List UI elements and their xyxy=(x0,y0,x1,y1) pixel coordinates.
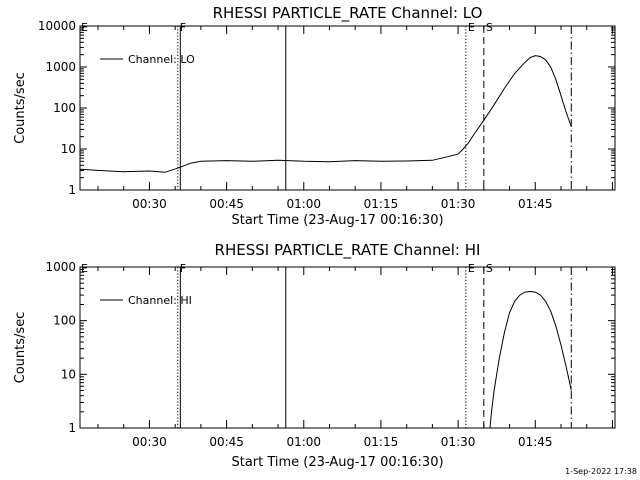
panel2-xtick-label: 00:30 xyxy=(132,435,167,449)
panel2-flag-label: E xyxy=(468,262,475,275)
panel2-xtick-label: 00:45 xyxy=(209,435,244,449)
panel1-title: RHESSI PARTICLE_RATE Channel: LO xyxy=(213,4,483,23)
panel1-ytick-label: 10 xyxy=(61,142,76,156)
panel1-xtick-label: 00:30 xyxy=(132,197,167,211)
panel2-ytick-label: 1000 xyxy=(45,260,76,274)
panel1-edge-flag-label: E xyxy=(81,21,88,34)
panel2-yaxis-label: Counts/sec xyxy=(13,312,28,384)
panel1-ytick-label: 10000 xyxy=(38,19,76,33)
panel2-ytick-label: 100 xyxy=(53,314,76,328)
panel2-edge-flag-label: E xyxy=(81,262,88,275)
panel2-xtick-label: 01:15 xyxy=(364,435,399,449)
panel2-xtick-label: 01:00 xyxy=(286,435,321,449)
panel1-ytick-label: 1 xyxy=(68,183,76,197)
panel1-xtick-label: 00:45 xyxy=(209,197,244,211)
panel1-ytick-label: 100 xyxy=(53,101,76,115)
panel1-xaxis-label: Start Time (23-Aug-17 00:16:30) xyxy=(231,213,443,228)
panel2-series-line xyxy=(489,290,572,429)
panel1-xtick-label: 01:00 xyxy=(286,197,321,211)
panel2-flag-label: S xyxy=(486,262,493,275)
panel2-xtick-label: 01:30 xyxy=(441,435,476,449)
panel2-flag-label: F xyxy=(180,262,186,275)
panel2-title: RHESSI PARTICLE_RATE Channel: HI xyxy=(215,241,481,260)
panel1-flag-label: S xyxy=(486,21,493,34)
panel2-xtick-label: 01:45 xyxy=(518,435,553,449)
panel1-xtick-label: 01:45 xyxy=(518,197,553,211)
panel2-legend-label: Channel: HI xyxy=(128,294,192,307)
panel1-flag-label: F xyxy=(180,21,186,34)
panel2-xaxis-label: Start Time (23-Aug-17 00:16:30) xyxy=(231,455,443,470)
panel1-xtick-label: 01:15 xyxy=(364,197,399,211)
panel1-legend-label: Channel: LO xyxy=(128,53,195,66)
panel1-ytick-label: 1000 xyxy=(45,60,76,74)
generation-timestamp: 1-Sep-2022 17:38 xyxy=(565,467,637,476)
panel1-axes-frame xyxy=(79,25,616,191)
panel2-axes-frame xyxy=(79,266,616,429)
panel2-ytick-label: 1 xyxy=(68,421,76,435)
panel1-yaxis-label: Counts/sec xyxy=(13,72,28,144)
panel2-ytick-label: 10 xyxy=(61,367,76,381)
panel1-xtick-label: 01:30 xyxy=(441,197,476,211)
panel1-series-line xyxy=(79,55,572,173)
panel1-flag-label: E xyxy=(468,21,475,34)
